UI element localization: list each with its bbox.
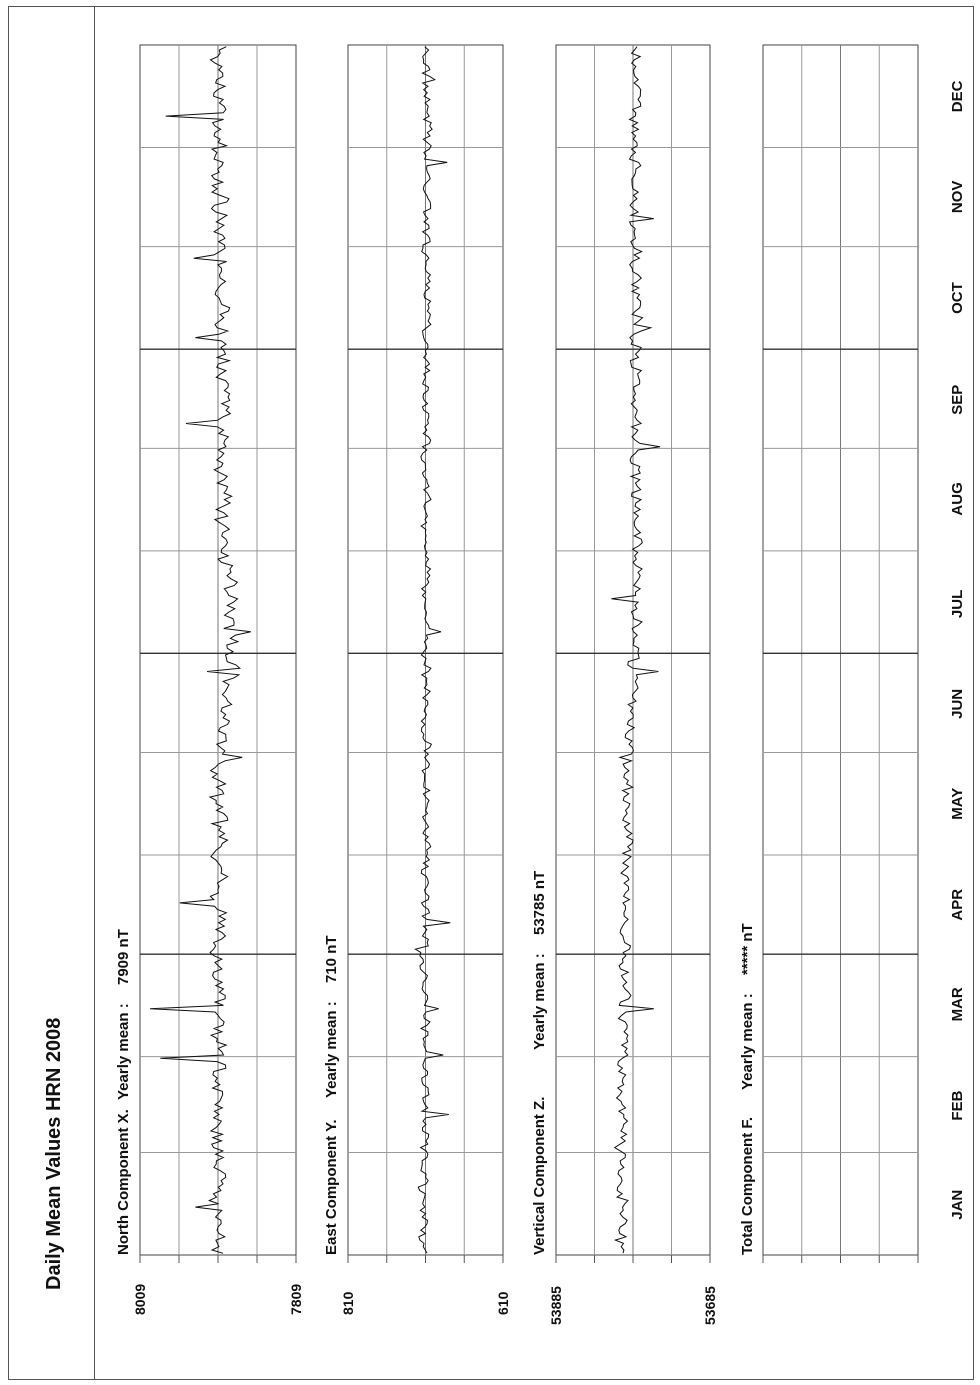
axis-min-label: 53685: [702, 1286, 718, 1325]
month-label-dec: DEC: [949, 80, 966, 112]
series-line: [414, 46, 451, 1254]
yearly-mean-label: Yearly mean :: [531, 953, 548, 1050]
axis-min-label: 7809: [288, 1284, 304, 1315]
month-label-apr: APR: [949, 889, 966, 921]
month-label-aug: AUG: [949, 482, 966, 515]
month-label-mar: MAR: [949, 987, 966, 1021]
month-label-may: MAY: [949, 788, 966, 820]
title-divider: [94, 6, 95, 1380]
yearly-mean-value: 7909 nT: [115, 929, 132, 985]
month-label-jun: JUN: [949, 689, 966, 719]
panel-title: North Component X.: [115, 1109, 132, 1255]
page-frame: [8, 6, 974, 1380]
yearly-mean-label: Yearly mean :: [115, 1003, 132, 1100]
month-label-sep: SEP: [949, 385, 966, 415]
series-line: [611, 46, 661, 1254]
yearly-mean-value: 710 nT: [323, 935, 340, 983]
panel-title: East Component Y.: [323, 1119, 340, 1255]
axis-max-label: 53885: [548, 1286, 564, 1325]
month-label-jul: JUL: [949, 590, 966, 618]
yearly-mean-label: Yearly mean :: [739, 993, 756, 1090]
month-label-oct: OCT: [949, 282, 966, 314]
yearly-mean-label: Yearly mean :: [323, 1001, 340, 1098]
axis-max-label: 810: [340, 1291, 356, 1315]
series-line: [150, 46, 251, 1254]
month-label-feb: FEB: [949, 1090, 966, 1120]
chart-title: Daily Mean Values HRN 2008: [43, 1018, 65, 1290]
axis-min-label: 610: [495, 1291, 511, 1315]
month-label-jan: JAN: [949, 1190, 966, 1220]
panel-title: Total Component F.: [739, 1117, 756, 1255]
yearly-mean-value: 53785 nT: [531, 871, 548, 935]
panel-title: Vertical Component Z.: [531, 1097, 548, 1255]
month-label-nov: NOV: [949, 181, 966, 214]
yearly-mean-value: ***** nT: [739, 923, 756, 975]
axis-max-label: 8009: [132, 1284, 148, 1315]
